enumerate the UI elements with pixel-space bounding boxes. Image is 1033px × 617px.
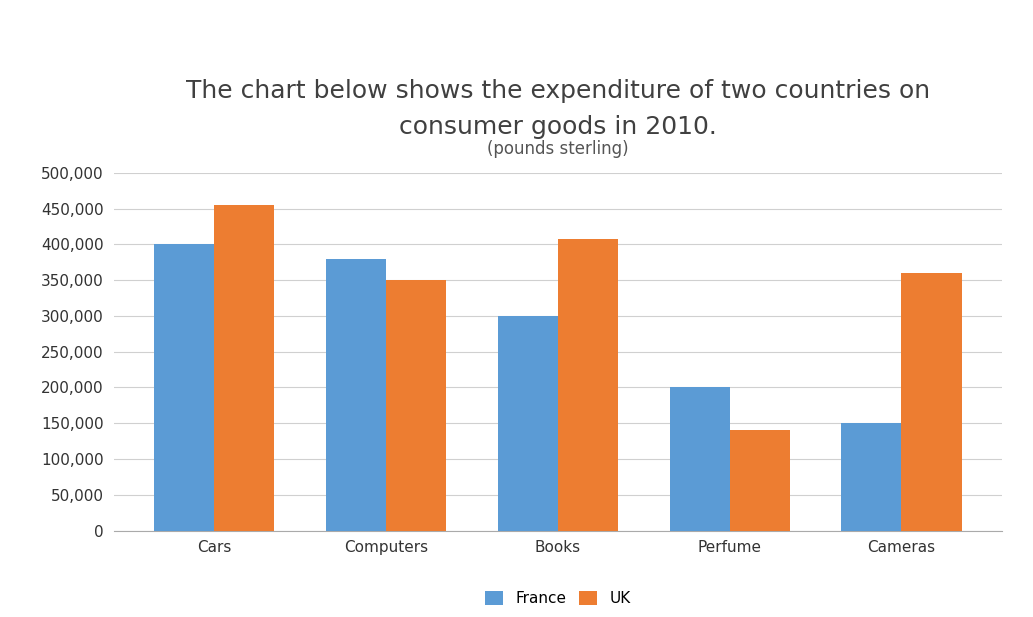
Bar xyxy=(669,387,729,531)
Bar xyxy=(841,423,902,531)
Bar xyxy=(325,259,386,531)
Bar xyxy=(386,280,446,531)
Bar xyxy=(902,273,962,531)
Bar xyxy=(214,205,275,531)
Bar xyxy=(154,244,214,531)
Title: The chart below shows the expenditure of two countries on
consumer goods in 2010: The chart below shows the expenditure of… xyxy=(186,80,930,139)
Legend: France, UK: France, UK xyxy=(479,585,636,612)
Bar xyxy=(558,239,618,531)
Text: (pounds sterling): (pounds sterling) xyxy=(487,141,629,159)
Bar xyxy=(498,316,558,531)
Bar xyxy=(729,431,790,531)
